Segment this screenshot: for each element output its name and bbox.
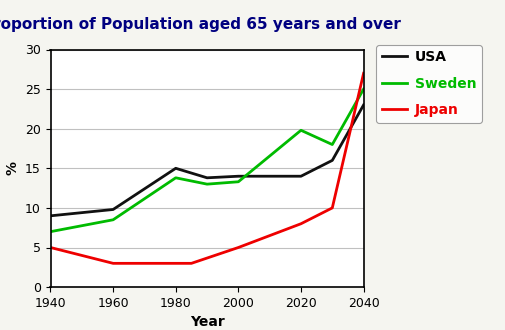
Sweden — [361, 87, 367, 91]
Japan — [361, 71, 367, 75]
Japan — [110, 261, 116, 265]
Japan — [235, 246, 241, 249]
Line: Sweden: Sweden — [50, 89, 364, 232]
USA — [47, 214, 54, 218]
USA — [110, 208, 116, 212]
Sweden — [110, 218, 116, 222]
Y-axis label: %: % — [6, 161, 19, 175]
USA — [204, 176, 210, 180]
Sweden — [47, 230, 54, 234]
X-axis label: Year: Year — [190, 315, 224, 329]
Japan — [188, 261, 194, 265]
Japan — [298, 222, 304, 226]
Text: Proportion of Population aged 65 years and over: Proportion of Population aged 65 years a… — [0, 16, 401, 31]
Sweden — [329, 143, 335, 147]
USA — [329, 158, 335, 162]
Japan — [329, 206, 335, 210]
USA — [298, 174, 304, 178]
USA — [173, 166, 179, 170]
Sweden — [235, 180, 241, 184]
Japan — [47, 246, 54, 249]
Sweden — [173, 176, 179, 180]
Sweden — [298, 128, 304, 132]
Sweden — [204, 182, 210, 186]
Legend: USA, Sweden, Japan: USA, Sweden, Japan — [376, 45, 482, 123]
USA — [361, 103, 367, 107]
Line: Japan: Japan — [50, 73, 364, 263]
Line: USA: USA — [50, 105, 364, 216]
USA — [235, 174, 241, 178]
